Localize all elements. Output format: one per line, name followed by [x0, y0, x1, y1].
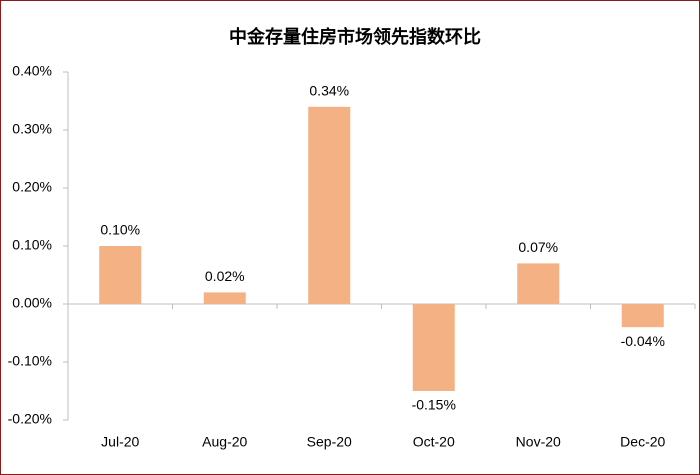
x-tick-label: Aug-20: [202, 434, 247, 450]
x-tick-label: Sep-20: [307, 434, 352, 450]
value-label: 0.07%: [518, 239, 558, 255]
y-tick-label: -0.10%: [8, 353, 52, 369]
value-label: -0.15%: [412, 397, 456, 413]
x-tick-label: Jul-20: [101, 434, 139, 450]
value-label: 0.02%: [205, 268, 245, 284]
y-tick-label: 0.10%: [12, 237, 52, 253]
x-tick-label: Oct-20: [413, 434, 455, 450]
chart-title: 中金存量住房市场领先指数环比: [229, 26, 481, 47]
bar: [203, 292, 246, 304]
y-tick-label: 0.20%: [12, 179, 52, 195]
value-label: 0.10%: [100, 222, 140, 238]
y-tick-label: 0.00%: [12, 295, 52, 311]
bar: [308, 106, 351, 304]
bar: [621, 304, 664, 328]
bar: [517, 263, 560, 304]
bar: [412, 304, 455, 391]
y-tick-label: 0.30%: [12, 121, 52, 137]
x-tick-label: Nov-20: [516, 434, 561, 450]
value-label: 0.34%: [309, 83, 349, 99]
y-tick-label: 0.40%: [12, 63, 52, 79]
y-tick-label: -0.20%: [8, 411, 52, 427]
value-label: -0.04%: [621, 333, 665, 349]
bar: [99, 246, 142, 304]
x-tick-label: Dec-20: [620, 434, 665, 450]
